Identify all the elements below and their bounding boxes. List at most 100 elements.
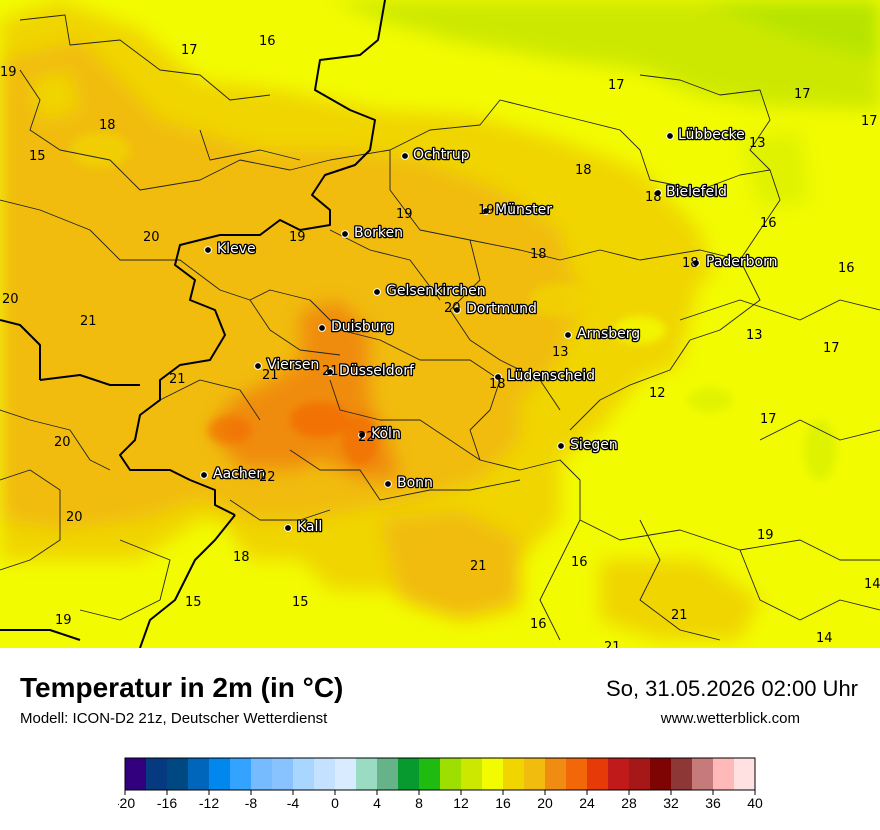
legend-swatches [124, 757, 756, 791]
temperature-label: 19 [55, 613, 72, 628]
temperature-map: Ochtrup Lübbecke Bielefeld Münster Borke… [0, 0, 880, 648]
temperature-label: 14 [816, 631, 833, 646]
legend-swatch [251, 758, 273, 790]
temperature-label: 16 [530, 617, 547, 632]
temperature-label: 17 [794, 87, 811, 102]
temperature-label: 18 [575, 163, 592, 178]
legend-swatch [734, 758, 756, 790]
legend-tick-label: 12 [453, 795, 469, 811]
forecast-datetime: So, 31.05.2026 02:00 Uhr [606, 676, 858, 701]
temperature-label: 16 [838, 261, 855, 276]
temperature-speckle [70, 132, 836, 480]
temperature-label: 18 [645, 190, 662, 205]
city-marker [341, 230, 349, 238]
city-label: Aachen [213, 466, 265, 482]
city-label: Lübbecke [678, 127, 745, 143]
temperature-label: 21 [322, 364, 339, 379]
temperature-label: 16 [760, 216, 777, 231]
temperature-label: 19 [0, 65, 17, 80]
city-marker [654, 189, 662, 197]
legend-swatch [398, 758, 420, 790]
legend-tick-label: -4 [287, 795, 300, 811]
temperature-label: 19 [289, 230, 306, 245]
city-label: Siegen [570, 437, 618, 453]
legend-tick-label: 4 [373, 795, 381, 811]
district-borders [0, 14, 880, 641]
legend-ticks: -20 -16 -12 -8 -4 0 4 8 12 16 20 24 28 32 36 40 [118, 790, 763, 811]
temperature-label: 15 [292, 595, 309, 610]
temperature-label: 16 [259, 34, 276, 49]
temperature-label: 13 [552, 345, 569, 360]
legend-swatch [608, 758, 630, 790]
legend-swatch [713, 758, 735, 790]
temperature-labels: 17 16 19 17 17 17 18 15 13 18 18 19 19 2… [0, 34, 880, 648]
legend-tick-label: 16 [495, 795, 511, 811]
map-title: Temperatur in 2m (in °C) [20, 672, 344, 703]
temperature-label: 18 [530, 247, 547, 262]
legend-swatch [377, 758, 399, 790]
temperature-label: 19 [757, 528, 774, 543]
city-label: Paderborn [706, 254, 777, 270]
city-marker [358, 431, 366, 439]
city-marker [557, 442, 565, 450]
city-label: Münster [495, 202, 552, 218]
temperature-label: 21 [470, 559, 487, 574]
temperature-label: 15 [185, 595, 202, 610]
temperature-label: 20 [143, 230, 160, 245]
legend-swatch [209, 758, 231, 790]
temperature-label: 22 [358, 430, 375, 445]
city-marker [692, 259, 700, 267]
city-label: Dortmund [466, 301, 537, 317]
temperature-label: 17 [823, 341, 840, 356]
city-label: Arnsberg [577, 326, 640, 342]
temperature-label: 20 [66, 510, 83, 525]
city-label: Bonn [397, 475, 433, 491]
website-link[interactable]: www.wetterblick.com [660, 710, 800, 727]
city-marker [482, 207, 490, 215]
legend-swatch [503, 758, 525, 790]
temperature-label: 17 [181, 43, 198, 58]
temperature-label: 21 [169, 372, 186, 387]
city-label: Viersen [267, 357, 319, 373]
legend-tick-label: 28 [621, 795, 637, 811]
city-marker [564, 331, 572, 339]
temperature-label: 13 [746, 328, 763, 343]
temperature-label: 17 [608, 78, 625, 93]
city-marker [401, 152, 409, 160]
city-label: Kleve [217, 241, 256, 257]
legend-swatch [524, 758, 546, 790]
legend-swatch [335, 758, 357, 790]
color-scale-legend: -20 -16 -12 -8 -4 0 4 8 12 16 20 24 28 32 36 40 [118, 757, 763, 811]
legend-swatch [356, 758, 378, 790]
national-borders [0, 0, 386, 648]
city-label: Ochtrup [413, 147, 470, 163]
city-marker [373, 288, 381, 296]
legend-tick-label: -8 [245, 795, 258, 811]
legend-border [124, 757, 756, 791]
city-marker [384, 480, 392, 488]
temperature-label: 13 [749, 136, 766, 151]
city-marker [326, 368, 334, 376]
legend-tick-label: 40 [747, 795, 763, 811]
city-marker [494, 373, 502, 381]
footer [0, 648, 880, 830]
legend-tick-label: 8 [415, 795, 423, 811]
temperature-label: 18 [489, 377, 506, 392]
temperature-label: 17 [861, 114, 878, 129]
legend-swatch [650, 758, 672, 790]
temperature-label: 19 [478, 203, 495, 218]
legend-swatch [419, 758, 441, 790]
legend-tick-label: -12 [199, 795, 219, 811]
legend-tick-label: -20 [118, 795, 135, 811]
city-marker [254, 362, 262, 370]
model-source: Modell: ICON-D2 21z, Deutscher Wetterdie… [20, 710, 328, 727]
legend-swatch [146, 758, 168, 790]
city-marker [318, 324, 326, 332]
temperature-label: 20 [54, 435, 71, 450]
legend-swatch [314, 758, 336, 790]
legend-swatch [440, 758, 462, 790]
legend-swatch [125, 758, 147, 790]
legend-swatch [587, 758, 609, 790]
legend-swatch [545, 758, 567, 790]
city-marker [204, 246, 212, 254]
